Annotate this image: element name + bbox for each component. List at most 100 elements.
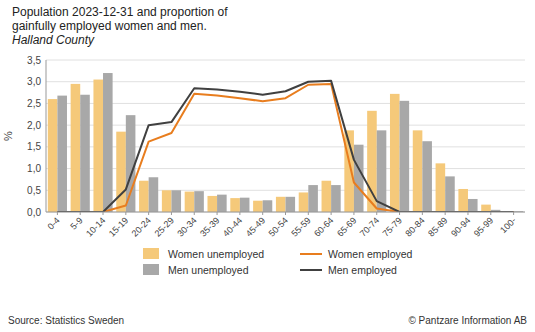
title: gainfully employed women and men. [12, 19, 207, 33]
bar [422, 141, 432, 212]
bar [253, 201, 263, 212]
x-tick-label: 80-84 [403, 215, 426, 238]
marks [48, 73, 523, 212]
bar [377, 130, 387, 212]
bar [230, 198, 240, 212]
bar [57, 96, 67, 212]
x-tick-label: 95-99 [472, 215, 495, 238]
bar [171, 190, 181, 212]
y-tick-label: 0,0 [27, 207, 41, 218]
legend-label: Women unemployed [168, 248, 264, 260]
x-tick [57, 212, 58, 215]
y-tick-label: 0,5 [27, 185, 41, 196]
chart: Population 2023-12-31 and proportion ofg… [0, 0, 535, 332]
bar [103, 73, 113, 212]
x-tick-label: 90-94 [449, 215, 472, 238]
line [57, 81, 513, 212]
bar [390, 94, 400, 212]
copyright: © Pantzare Information AB [408, 315, 527, 326]
x-tick-label: 40-44 [221, 215, 244, 238]
x-tick-label: 85-89 [426, 215, 449, 238]
grid-line [46, 81, 525, 82]
bar [276, 197, 286, 212]
subtitle: Halland County [12, 33, 95, 47]
bar [207, 196, 217, 212]
x-tick [103, 212, 104, 215]
x-tick-label: 50-54 [267, 215, 290, 238]
y-tick-label: 3,0 [27, 76, 41, 87]
bar [116, 132, 126, 212]
x-tick-label: 10-14 [84, 215, 107, 238]
x-tick [467, 212, 468, 215]
x-tick-label: 45-49 [244, 215, 267, 238]
x-tick-label: 30-34 [175, 215, 198, 238]
title: Population 2023-12-31 and proportion of [12, 5, 228, 19]
x-tick-label: 5-9 [68, 215, 84, 231]
y-tick-label: 3,5 [27, 55, 41, 66]
x-tick [125, 212, 126, 215]
y-tick-label: 2,0 [27, 120, 41, 131]
bar [400, 101, 410, 212]
x-tick-label: 15-19 [107, 215, 130, 238]
bar [185, 192, 195, 212]
x-tick-label: 100- [498, 215, 518, 235]
legend-label: Women employed [328, 248, 413, 260]
bar [240, 198, 250, 212]
x-tick [445, 212, 446, 215]
x-tick-label: 20-24 [130, 215, 153, 238]
x-tick [148, 212, 149, 215]
bar [436, 163, 446, 212]
bar [331, 185, 341, 212]
x-tick-label: 75-79 [381, 215, 404, 238]
source: Source: Statistics Sweden [8, 315, 124, 326]
x-tick [80, 212, 81, 215]
bar [162, 190, 172, 212]
bar [217, 195, 227, 212]
x-tick [513, 212, 514, 215]
x-tick [490, 212, 491, 215]
x-tick [422, 212, 423, 215]
x-tick [285, 212, 286, 215]
bar [308, 185, 318, 212]
line [57, 84, 513, 212]
x-tick-label: 25-29 [153, 215, 176, 238]
bar [149, 177, 159, 212]
x-tick-label: 60-64 [312, 215, 335, 238]
bar [322, 181, 332, 212]
legend-swatch [300, 269, 322, 271]
x-tick [217, 212, 218, 215]
grid [46, 60, 525, 212]
x-tick [194, 212, 195, 215]
legend-swatch [143, 264, 159, 275]
bar [413, 130, 423, 212]
x-tick [262, 212, 263, 215]
grid-line [46, 103, 525, 104]
x-tick [331, 212, 332, 215]
x-tick [353, 212, 354, 215]
bar [445, 176, 455, 212]
grid-line [46, 60, 525, 61]
x-tick [399, 212, 400, 215]
x-tick [171, 212, 172, 215]
bar [139, 181, 149, 212]
grid-line [46, 125, 525, 126]
x-tick-label: 0-4 [46, 215, 62, 231]
bar [299, 192, 309, 212]
bar [458, 189, 468, 212]
x-tick [308, 212, 309, 215]
x-tick-label: 65-69 [335, 215, 358, 238]
bar [194, 191, 204, 212]
y-axis-label: % [2, 131, 14, 141]
bar [93, 80, 103, 212]
bar [481, 205, 491, 212]
bar [354, 145, 364, 212]
legend: Women unemployedMen unemployedWomen empl… [143, 248, 413, 276]
bar [48, 99, 58, 212]
x-tick-label: 55-59 [289, 215, 312, 238]
bar [468, 199, 478, 212]
x-tick [376, 212, 377, 215]
legend-swatch [143, 248, 159, 259]
legend-swatch [300, 253, 322, 255]
y-tick-label: 1,5 [27, 141, 41, 152]
x-tick-label: 70-74 [358, 215, 381, 238]
